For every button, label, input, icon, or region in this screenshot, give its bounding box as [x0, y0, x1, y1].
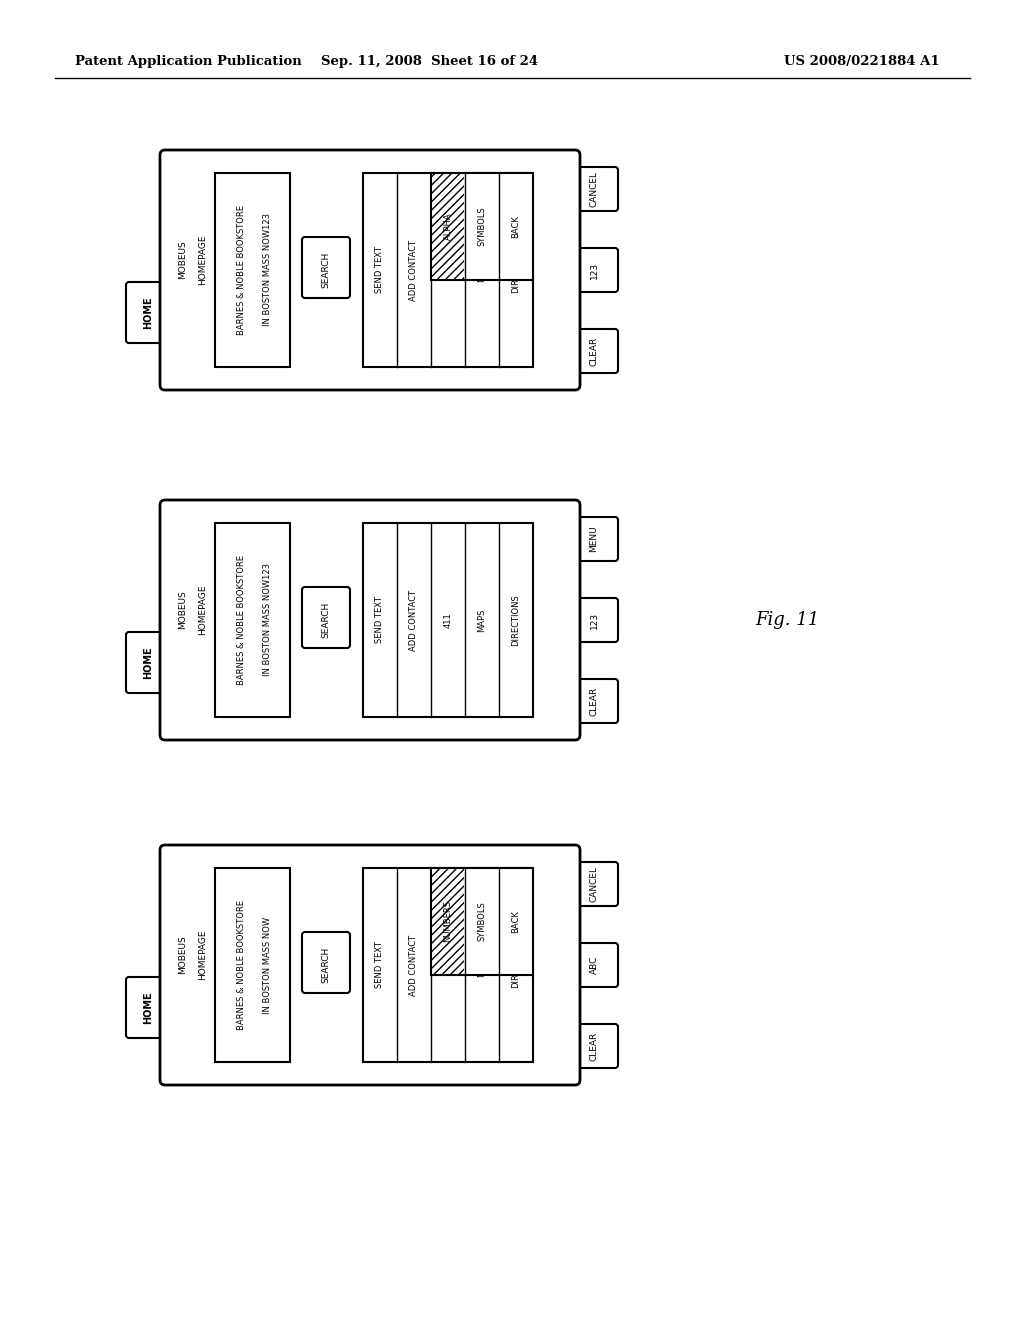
FancyBboxPatch shape	[302, 932, 350, 993]
Text: ADD CONTACT: ADD CONTACT	[410, 590, 419, 651]
FancyBboxPatch shape	[570, 329, 618, 374]
Bar	[362, 523, 534, 717]
Text: MAPS: MAPS	[477, 259, 486, 281]
FancyBboxPatch shape	[160, 150, 580, 389]
FancyBboxPatch shape	[302, 587, 350, 648]
Bar	[362, 173, 534, 367]
Text: 411: 411	[443, 957, 453, 973]
FancyBboxPatch shape	[570, 678, 618, 723]
Text: 411: 411	[443, 612, 453, 628]
Text: BARNES & NOBLE BOOKSTORE: BARNES & NOBLE BOOKSTORE	[237, 900, 246, 1030]
Text: CLEAR: CLEAR	[590, 1031, 598, 1061]
FancyBboxPatch shape	[570, 248, 618, 292]
Text: MAPS: MAPS	[477, 953, 486, 977]
Text: IN BOSTON MASS NOW: IN BOSTON MASS NOW	[263, 916, 272, 1014]
Text: CANCEL: CANCEL	[590, 866, 598, 902]
FancyBboxPatch shape	[126, 632, 170, 693]
Text: ADD CONTACT: ADD CONTACT	[410, 935, 419, 995]
Text: 123: 123	[590, 611, 598, 628]
Bar	[431, 173, 534, 280]
FancyBboxPatch shape	[302, 238, 350, 298]
Text: HOME: HOME	[143, 647, 153, 678]
Text: SEARCH: SEARCH	[322, 602, 331, 638]
Text: BACK: BACK	[512, 215, 520, 238]
Text: HOMEPAGE: HOMEPAGE	[199, 585, 208, 635]
FancyBboxPatch shape	[570, 1024, 618, 1068]
Text: MOBEUS: MOBEUS	[178, 240, 187, 280]
Bar	[432, 869, 464, 974]
FancyBboxPatch shape	[570, 517, 618, 561]
Text: BACK: BACK	[512, 909, 520, 933]
Text: BARNES & NOBLE BOOKSTORE: BARNES & NOBLE BOOKSTORE	[237, 205, 246, 335]
Bar	[215, 869, 290, 1063]
Text: US 2008/0221884 A1: US 2008/0221884 A1	[784, 55, 940, 69]
Bar	[432, 174, 464, 279]
Text: SEARCH: SEARCH	[322, 946, 331, 983]
Text: CLEAR: CLEAR	[590, 337, 598, 366]
Text: BARNES & NOBLE BOOKSTORE: BARNES & NOBLE BOOKSTORE	[237, 554, 246, 685]
FancyBboxPatch shape	[570, 862, 618, 906]
Text: 123: 123	[590, 261, 598, 279]
Text: HOME: HOME	[143, 296, 153, 329]
Text: Patent Application Publication: Patent Application Publication	[75, 55, 302, 69]
Text: SEND TEXT: SEND TEXT	[376, 247, 384, 293]
Text: SEND TEXT: SEND TEXT	[376, 597, 384, 643]
Text: Fig. 11: Fig. 11	[755, 611, 819, 630]
Text: CLEAR: CLEAR	[590, 686, 598, 715]
Text: DIRECTIONS: DIRECTIONS	[512, 594, 520, 645]
Text: MAPS: MAPS	[477, 609, 486, 632]
Bar	[362, 869, 534, 1063]
FancyBboxPatch shape	[160, 500, 580, 741]
Bar	[215, 173, 290, 367]
Text: MENU: MENU	[590, 525, 598, 552]
FancyBboxPatch shape	[570, 168, 618, 211]
Text: Sep. 11, 2008  Sheet 16 of 24: Sep. 11, 2008 Sheet 16 of 24	[322, 55, 539, 69]
Text: CANCEL: CANCEL	[590, 172, 598, 207]
Text: HOMEPAGE: HOMEPAGE	[199, 929, 208, 981]
Text: IN BOSTON MASS NOW123: IN BOSTON MASS NOW123	[263, 214, 272, 326]
Text: SYMBOLS: SYMBOLS	[477, 902, 486, 941]
Text: ALPHA: ALPHA	[443, 213, 453, 240]
Text: DIRECTION: DIRECTION	[512, 247, 520, 293]
Bar	[215, 523, 290, 717]
Bar	[431, 869, 534, 974]
Text: IN BOSTON MASS NOW123: IN BOSTON MASS NOW123	[263, 564, 272, 676]
Text: MOBEUS: MOBEUS	[178, 936, 187, 974]
FancyBboxPatch shape	[570, 598, 618, 642]
Text: SEND TEXT: SEND TEXT	[376, 941, 384, 989]
FancyBboxPatch shape	[126, 977, 170, 1038]
Text: NUMBERS: NUMBERS	[443, 900, 453, 942]
Text: HOME: HOME	[143, 991, 153, 1024]
Text: ADD CONTACT: ADD CONTACT	[410, 239, 419, 301]
Text: ABC: ABC	[590, 956, 598, 974]
Text: SEARCH: SEARCH	[322, 252, 331, 288]
FancyBboxPatch shape	[160, 845, 580, 1085]
FancyBboxPatch shape	[570, 942, 618, 987]
FancyBboxPatch shape	[126, 282, 170, 343]
Text: SYMBOLS: SYMBOLS	[477, 206, 486, 247]
Text: MOBEUS: MOBEUS	[178, 590, 187, 630]
Text: DIRECTION: DIRECTION	[512, 941, 520, 989]
Text: 411: 411	[443, 263, 453, 279]
Text: HOMEPAGE: HOMEPAGE	[199, 235, 208, 285]
